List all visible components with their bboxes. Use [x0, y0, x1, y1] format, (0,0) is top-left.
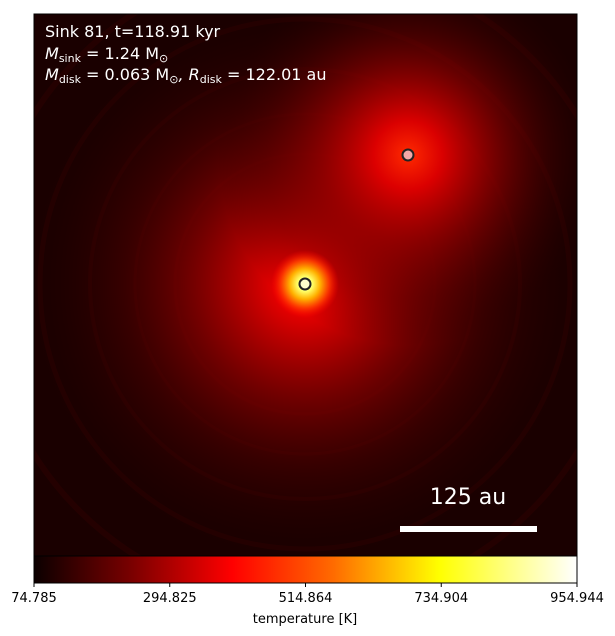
disk-mass-subscript: disk — [59, 73, 82, 86]
sun-symbol: ⊙ — [159, 52, 168, 65]
colorbar-tick-label: 954.944 — [550, 591, 604, 606]
sink-81-marker — [298, 277, 312, 291]
disk-mass-symbol: M — [45, 65, 59, 84]
scale-bar — [400, 526, 537, 532]
colorbar-tick-label: 514.864 — [279, 591, 333, 606]
annotation-line-3: Mdisk = 0.063 M⊙, Rdisk = 122.01 au — [45, 65, 326, 86]
colorbar-tick-label: 294.825 — [143, 591, 197, 606]
disk-radius-subscript: disk — [200, 73, 223, 86]
sink-mass-value: = 1.24 M — [81, 44, 159, 63]
colorbar-label: temperature [K] — [253, 612, 358, 627]
colorbar: 74.785 294.825 514.864 734.904 954.944 tempe… — [11, 555, 604, 627]
disk-radius-symbol: , R — [178, 65, 199, 84]
companion-sink-marker — [401, 148, 415, 162]
sink-mass-subscript: sink — [59, 52, 82, 65]
disk-mass-value: = 0.063 M — [81, 65, 169, 84]
colorbar-ticks: 74.785 294.825 514.864 734.904 954.944 — [11, 583, 604, 606]
disk-radius-value: = 122.01 au — [222, 65, 327, 84]
colorbar-gradient — [33, 555, 578, 584]
colorbar-tick-label: 734.904 — [414, 591, 468, 606]
annotation-line-2: Msink = 1.24 M⊙ — [45, 44, 168, 65]
colorbar-tick-label: 74.785 — [11, 591, 57, 606]
scale-bar-label: 125 au — [430, 485, 506, 510]
annotation-line-1: Sink 81, t=118.91 kyr — [45, 22, 221, 41]
sink-mass-symbol: M — [45, 44, 59, 63]
temperature-map: Sink 81, t=118.91 kyr Msink = 1.24 M⊙ Md… — [34, 14, 577, 556]
sun-symbol: ⊙ — [169, 73, 178, 86]
